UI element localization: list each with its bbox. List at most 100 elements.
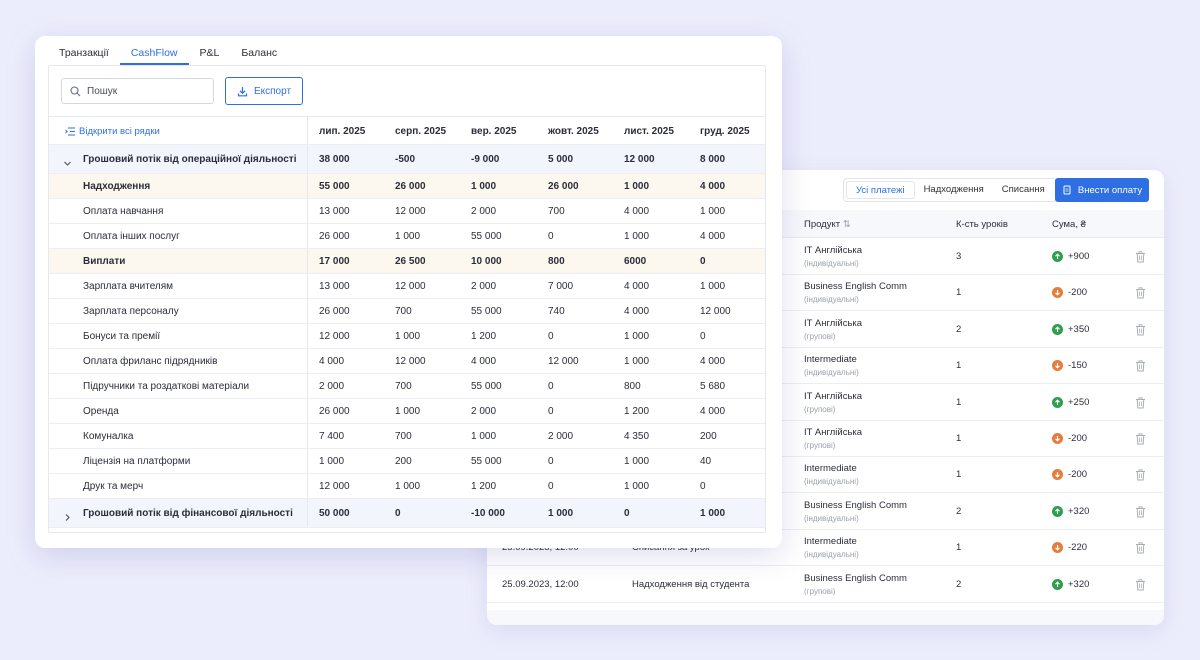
table-row: Ліцензія на платформи 1 000 200 55 000 0 1 00…: [49, 449, 765, 474]
filter-option-0[interactable]: Усі платежі: [846, 181, 915, 199]
filter-option-1[interactable]: Надходження: [923, 184, 984, 195]
arrow-down-icon: [1052, 360, 1063, 372]
payment-product-type: (індивідуальні): [804, 477, 859, 487]
add-payment-button[interactable]: Внести оплату: [1055, 178, 1149, 202]
payment-product-type: (індивідуальні): [804, 368, 859, 378]
report-tabs: Транзакції CashFlow P&L Баланс: [48, 36, 288, 65]
table-row: 25.09.2023, 12:00 Надходження від студент…: [487, 567, 1164, 603]
table-row: IT Англійська (групові) 1 -200: [487, 421, 1164, 457]
row-value: -9 000: [471, 154, 500, 165]
column-product[interactable]: Продукт ⇅: [804, 219, 851, 230]
row-value: 1 000: [624, 356, 650, 367]
tab-1[interactable]: CashFlow: [119, 36, 189, 65]
row-value: 4 000: [471, 356, 497, 367]
table-row: IT Англійська (групові) 2 +350: [487, 312, 1164, 348]
row-value: 50 000: [319, 508, 350, 519]
row-value: 1 000: [700, 508, 726, 519]
payment-product: Business English Comm: [804, 572, 907, 584]
filter-option-2[interactable]: Списання: [1001, 184, 1045, 195]
trash-icon[interactable]: [1135, 286, 1146, 299]
export-button[interactable]: Експорт: [225, 77, 303, 105]
row-value: 1 000: [624, 456, 650, 467]
payment-product: Business English Comm: [804, 281, 907, 293]
row-label: Ліцензія на платформи: [83, 456, 191, 467]
row-value: 2 000: [471, 281, 497, 292]
arrow-down-icon: [1052, 433, 1063, 444]
trash-icon[interactable]: [1135, 505, 1146, 518]
payment-date: 25.09.2023, 12:00: [502, 578, 579, 590]
payment-product-type: (групові): [804, 404, 836, 414]
open-all-rows-button[interactable]: Відкрити всі рядки: [65, 126, 160, 137]
trash-icon[interactable]: [1135, 468, 1146, 481]
row-label: Зарплата вчителям: [83, 281, 174, 292]
payment-product-type: (індивідуальні): [804, 550, 859, 560]
tab-3[interactable]: Баланс: [241, 47, 278, 59]
month-header: вер. 2025: [471, 126, 517, 137]
payment-product-type: (групові): [804, 441, 836, 450]
payment-product-type: (групові): [804, 331, 836, 341]
row-value: 1 000: [319, 456, 345, 467]
payment-product: Business English Comm: [804, 499, 907, 511]
section-row[interactable]: Грошовий потік від операційної діяльност…: [49, 145, 765, 174]
tab-2[interactable]: P&L: [199, 47, 220, 59]
payment-product: IT Англійська: [804, 245, 863, 256]
trash-icon[interactable]: [1135, 396, 1146, 409]
trash-icon[interactable]: [1135, 578, 1146, 591]
table-row: Intermediate (індивідуальні) 1 -150: [487, 348, 1164, 385]
row-value: 12 000: [319, 331, 350, 342]
trash-icon[interactable]: [1135, 541, 1146, 554]
row-value: 7 000: [548, 281, 574, 292]
trash-icon[interactable]: [1135, 432, 1146, 445]
section-row[interactable]: Грошовий потік від фінансової діяльності…: [49, 499, 765, 528]
row-value: 55 000: [319, 181, 350, 192]
table-row: Business English Comm (індивідуальні) 2 +32…: [487, 494, 1164, 530]
row-value: 12 000: [548, 356, 579, 367]
row-value: -500: [395, 154, 416, 165]
group-row: Надходження 55 000 26 000 1 000 26 000 1 000 4…: [49, 174, 765, 199]
payment-amount: +900: [1068, 251, 1090, 262]
row-value: 0: [700, 256, 706, 267]
payment-product: Intermediate: [804, 354, 857, 366]
column-divider: [307, 145, 308, 173]
row-value: 1 200: [624, 406, 650, 417]
table-row: Business English Comm (індивідуальні) 1 -20…: [487, 275, 1164, 312]
payments-footer: [487, 610, 1164, 625]
row-value: 13 000: [319, 206, 350, 217]
payment-lessons: 2: [956, 578, 962, 590]
row-value: 0: [548, 456, 554, 467]
row-value: 800: [548, 256, 565, 267]
column-divider: [307, 224, 308, 248]
row-value: 0: [624, 508, 630, 519]
row-value: 10 000: [471, 256, 502, 267]
table-row: Оплата навчання 13 000 12 000 2 000 700 4 000…: [49, 199, 765, 224]
payment-product: IT Англійська: [804, 390, 863, 402]
payment-product-type: (індивідуальні): [804, 513, 859, 523]
trash-icon[interactable]: [1135, 250, 1146, 263]
tab-0[interactable]: Транзакції: [59, 47, 109, 59]
row-value: 4 000: [624, 281, 650, 292]
table-row: Підручники та роздаткові матеріали 2 000 7…: [49, 374, 765, 399]
row-label: Підручники та роздаткові матеріали: [83, 381, 250, 392]
row-value: 1 000: [624, 231, 650, 242]
column-divider: [307, 199, 308, 223]
payment-amount: -200: [1068, 469, 1088, 481]
column-divider: [307, 324, 308, 348]
search-input[interactable]: [87, 83, 207, 100]
cashflow-window: Транзакції CashFlow P&L Баланс Експорт Відк…: [35, 36, 782, 548]
row-label: Оплата фриланс підрядників: [83, 356, 218, 367]
search-box[interactable]: [61, 78, 214, 104]
table-row: Оренда 26 000 1 000 2 000 0 1 200 4 000: [49, 399, 765, 424]
trash-icon[interactable]: [1135, 323, 1146, 336]
chevron-right-icon[interactable]: [63, 509, 72, 521]
row-value: 1 000: [700, 281, 726, 292]
sort-icon[interactable]: ⇅: [842, 219, 851, 230]
row-value: 12 000: [395, 356, 426, 367]
row-value: 55 000: [471, 381, 502, 392]
trash-icon[interactable]: [1135, 359, 1146, 372]
row-value: 12 000: [319, 481, 350, 492]
column-divider: [307, 249, 308, 273]
row-value: 0: [548, 481, 554, 492]
chevron-down-icon[interactable]: [63, 155, 72, 166]
row-value: 12 000: [624, 154, 655, 165]
row-value: 7 400: [319, 431, 345, 442]
